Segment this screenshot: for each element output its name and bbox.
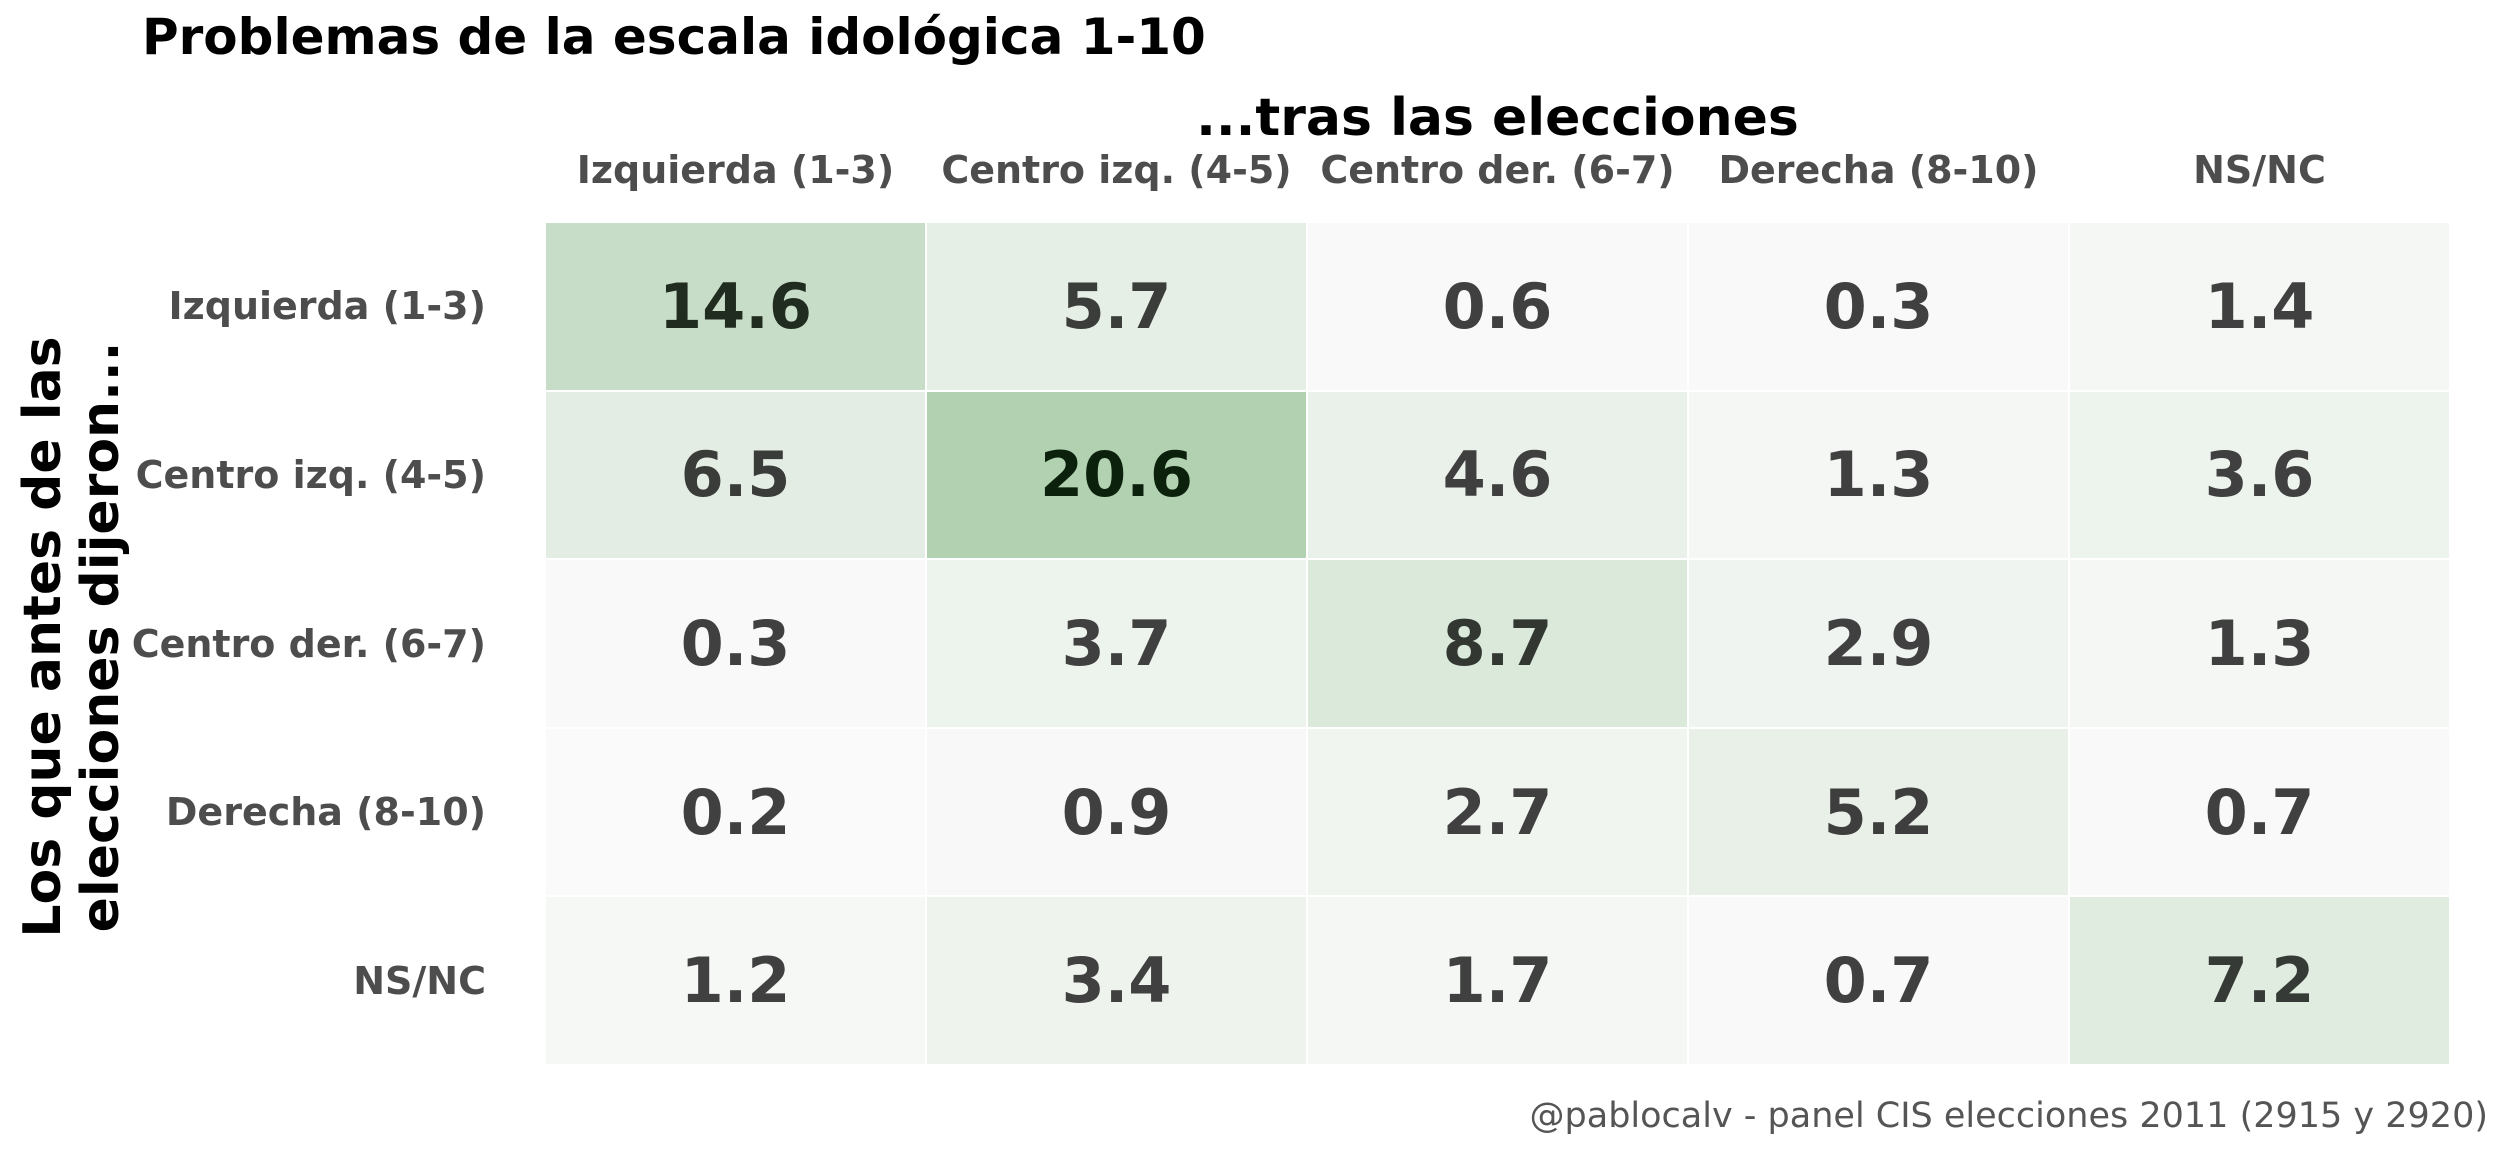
heatmap-cell: 5.2 [1688, 727, 2069, 897]
cell-value-label: 3.7 [1061, 606, 1172, 680]
heatmap-cell: 14.6 [545, 222, 926, 391]
cell-value-label: 8.7 [1442, 606, 1553, 680]
cell-value-label: 1.3 [2204, 606, 2315, 680]
heatmap-cell: 0.2 [545, 727, 926, 897]
heatmap-cell: 0.3 [545, 559, 926, 728]
column-label: NS/NC [2193, 148, 2326, 192]
heatmap-cell: 1.7 [1307, 896, 1688, 1065]
row-label: Centro izq. (4-5) [135, 452, 486, 497]
cell-value-label: 0.3 [680, 606, 791, 680]
cell-value-label: 6.5 [680, 438, 791, 512]
cell-value-label: 7.2 [2204, 944, 2315, 1018]
heatmap-cell: 3.6 [2069, 390, 2450, 560]
x-axis-title: ...tras las elecciones [1196, 88, 1799, 148]
cell-value-label: 3.4 [1061, 944, 1172, 1018]
y-axis-title: Los que antes de las elecciones dijeron.… [13, 336, 131, 938]
cell-value-label: 5.7 [1061, 269, 1172, 343]
source-caption: @pablocalv - panel CIS elecciones 2011 (… [1529, 1096, 2488, 1136]
cell-value-label: 1.4 [2204, 269, 2315, 343]
column-label: Centro der. (6-7) [1320, 148, 1675, 192]
heatmap-cell: 20.6 [926, 390, 1307, 560]
cell-value-label: 4.6 [1442, 438, 1553, 512]
cell-value-label: 14.6 [659, 269, 812, 343]
heatmap-cell: 0.7 [1688, 896, 2069, 1065]
cell-value-label: 0.3 [1823, 269, 1934, 343]
cell-value-label: 1.3 [1823, 438, 1934, 512]
heatmap-cell: 2.7 [1307, 727, 1688, 897]
row-label: NS/NC [353, 958, 486, 1003]
cell-value-label: 0.7 [1823, 944, 1934, 1018]
row-label: Izquierda (1-3) [168, 284, 486, 329]
heatmap-cell: 5.7 [926, 222, 1307, 391]
cell-value-label: 2.9 [1823, 606, 1934, 680]
row-label: Centro der. (6-7) [131, 621, 486, 666]
cell-value-label: 0.2 [680, 775, 791, 849]
cell-value-label: 2.7 [1442, 775, 1553, 849]
cell-value-label: 0.6 [1442, 269, 1553, 343]
cell-value-label: 0.9 [1061, 775, 1172, 849]
heatmap-cell: 0.9 [926, 727, 1307, 897]
cell-value-label: 1.2 [680, 944, 791, 1018]
heatmap-cell: 0.7 [2069, 727, 2450, 897]
cell-value-label: 3.6 [2204, 438, 2315, 512]
column-label: Centro izq. (4-5) [941, 148, 1292, 192]
cell-value-label: 5.2 [1823, 775, 1934, 849]
cell-value-label: 0.7 [2204, 775, 2315, 849]
heatmap-cell: 0.6 [1307, 222, 1688, 391]
heatmap-cell: 8.7 [1307, 559, 1688, 728]
heatmap-cell: 6.5 [545, 390, 926, 560]
cell-value-label: 1.7 [1442, 944, 1553, 1018]
heatmap-cell: 1.3 [2069, 559, 2450, 728]
heatmap-cell: 1.3 [1688, 390, 2069, 560]
heatmap-cell: 3.7 [926, 559, 1307, 728]
heatmap-cell: 7.2 [2069, 896, 2450, 1065]
column-label: Derecha (8-10) [1718, 148, 2039, 192]
heatmap-cell: 4.6 [1307, 390, 1688, 560]
heatmap-cell: 1.2 [545, 896, 926, 1065]
chart-title: Problemas de la escala idológica 1-10 [142, 8, 1206, 66]
row-label: Derecha (8-10) [165, 790, 486, 835]
heatmap-cell: 0.3 [1688, 222, 2069, 391]
cell-value-label: 20.6 [1040, 438, 1193, 512]
heatmap-cell: 1.4 [2069, 222, 2450, 391]
heatmap-cell: 3.4 [926, 896, 1307, 1065]
column-label: Izquierda (1-3) [576, 148, 895, 192]
heatmap-cell: 2.9 [1688, 559, 2069, 728]
